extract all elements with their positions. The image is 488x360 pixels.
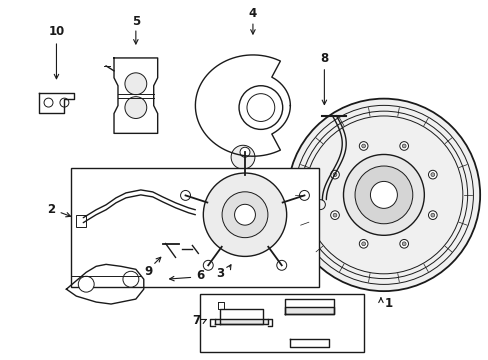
Circle shape [124,96,146,118]
Text: 7: 7 [192,314,200,327]
Circle shape [239,86,282,129]
Circle shape [399,141,407,150]
Circle shape [332,173,336,176]
Circle shape [78,276,94,292]
Circle shape [332,213,336,217]
Text: 4: 4 [248,7,257,20]
Circle shape [359,141,367,150]
Circle shape [402,242,405,246]
Circle shape [180,190,190,201]
Circle shape [124,73,146,95]
Circle shape [359,239,367,248]
Text: 10: 10 [48,24,64,38]
Text: 9: 9 [144,265,153,278]
Circle shape [234,204,255,225]
Circle shape [287,99,479,291]
Text: 2: 2 [47,203,56,216]
Circle shape [240,147,249,157]
Circle shape [276,260,286,270]
Circle shape [44,98,53,107]
Circle shape [222,192,267,238]
Text: 1: 1 [384,297,392,310]
Polygon shape [215,319,267,324]
Circle shape [354,166,412,224]
Text: 3: 3 [216,267,224,280]
Text: 8: 8 [320,53,328,66]
Circle shape [427,170,436,179]
Circle shape [203,260,213,270]
Circle shape [399,239,407,248]
Bar [200,294,364,352]
Circle shape [60,98,69,107]
Text: 5: 5 [131,15,140,28]
Circle shape [430,213,434,217]
Text: 6: 6 [196,269,204,282]
Circle shape [427,211,436,220]
Circle shape [299,190,309,201]
Circle shape [122,271,139,287]
Circle shape [330,211,339,220]
Circle shape [330,170,339,179]
Circle shape [361,242,365,246]
Circle shape [203,173,286,256]
Circle shape [231,145,254,169]
Circle shape [370,181,397,208]
Polygon shape [284,307,334,314]
Circle shape [402,144,405,148]
Circle shape [361,144,365,148]
Circle shape [343,154,424,235]
Bar [76,215,86,227]
Circle shape [430,173,434,176]
Bar [71,168,319,287]
